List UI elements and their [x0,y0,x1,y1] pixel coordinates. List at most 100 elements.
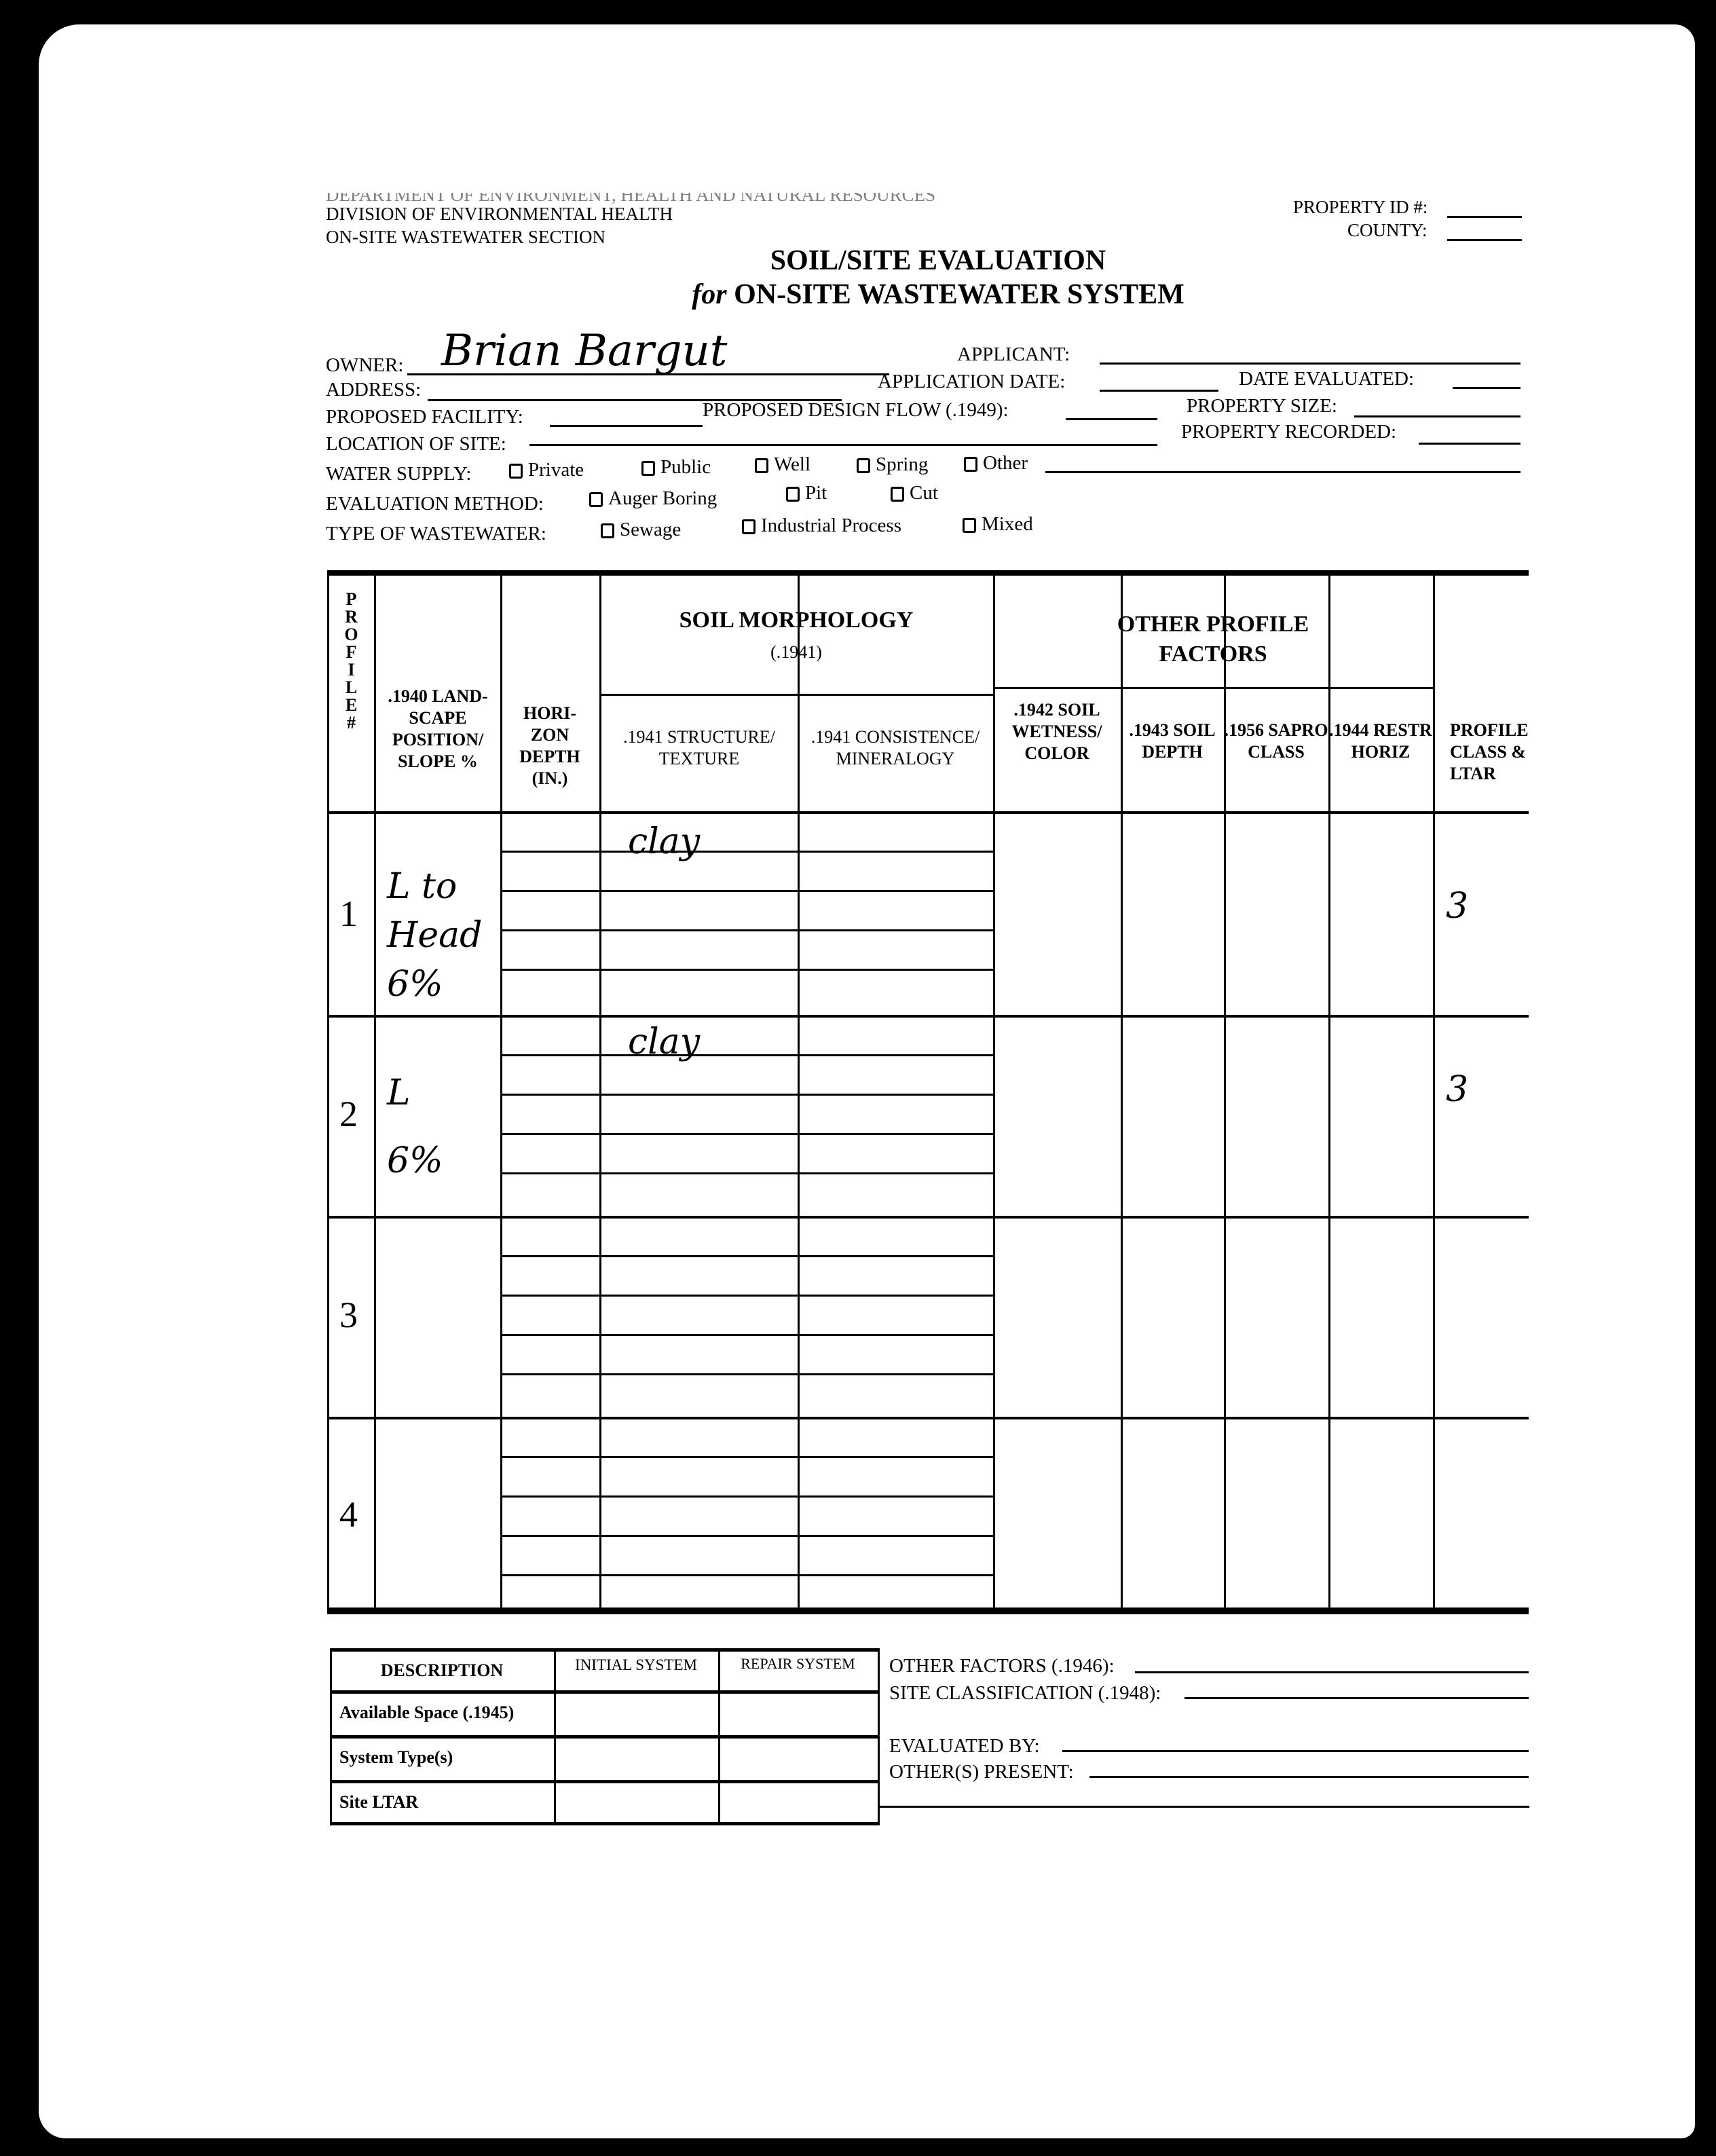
checkbox-sewage[interactable]: Sewage [601,519,681,541]
design-flow-field[interactable] [1066,418,1157,420]
date-evaluated-field[interactable] [1453,387,1521,389]
evaluation-method-label: EVALUATION METHOD: [326,493,544,515]
profile-number: 4 [339,1494,358,1535]
location-label: LOCATION OF SITE: [326,433,506,455]
column-divider [993,575,995,1610]
summary-bottom-border [330,1822,880,1825]
checkbox-well[interactable]: Well [755,453,810,476]
column-divider [1328,575,1330,1610]
horizon-line [500,1574,993,1576]
property-recorded-label: PROPERTY RECORDED: [1181,421,1397,443]
profile-row-divider [327,1216,1529,1219]
checkbox-auger-boring[interactable]: Auger Boring [589,487,717,510]
address-field[interactable] [428,399,842,401]
column-divider [327,575,329,1610]
consistence-header: .1941 CONSISTENCE/ MINERALOGY [810,727,980,768]
summary-row-divider [330,1690,880,1694]
column-divider [599,575,601,1610]
property-id-label: PROPERTY ID #: [1293,197,1428,217]
owner-label: OWNER: [326,354,404,376]
initial-system-header: INITIAL SYSTEM [575,1656,697,1673]
summary-top-border [330,1648,880,1652]
soil-morphology-header: SOIL MORPHOLOGY [679,608,914,633]
texture-entry: clay [628,1022,701,1062]
horizon-line [500,1334,993,1336]
wetness-header: .1942 SOIL WETNESS/ COLOR [1011,700,1102,763]
department-name: DEPARTMENT OF ENVIRONMENT, HEALTH AND NA… [326,185,936,205]
document-page [39,24,1695,2138]
profile-number: 3 [339,1295,358,1335]
water-supply-label: WATER SUPPLY: [326,463,472,485]
profile-number: 2 [339,1094,358,1134]
division-name: DIVISION OF ENVIRONMENTAL HEALTH [326,204,673,224]
checkbox-mixed[interactable]: Mixed [963,513,1033,536]
others-present-label: OTHER(S) PRESENT: [889,1761,1074,1783]
horizon-line [500,1054,993,1056]
horizon-line [500,1535,993,1537]
other-factors-label: OTHER FACTORS (.1946): [889,1655,1115,1677]
subtitle-prefix: for [692,279,727,310]
horizon-line [500,1255,993,1257]
column-divider [1433,575,1435,1610]
sapro-header: .1956 SAPRO CLASS [1224,720,1328,762]
other-water-supply-field[interactable] [1045,471,1521,473]
subheader-divider [993,687,1433,689]
property-size-field[interactable] [1354,415,1521,417]
horizon-line [500,1133,993,1135]
applicant-label: APPLICANT: [957,343,1070,365]
location-field[interactable] [529,444,1157,446]
checkbox-public[interactable]: Public [641,456,711,479]
checkbox-other[interactable]: Other [964,452,1028,475]
proposed-facility-field[interactable] [550,425,703,427]
horizon-line [500,1094,993,1096]
checkbox-spring[interactable]: Spring [857,453,928,476]
description-header: DESCRIPTION [380,1660,504,1680]
others-present-field[interactable] [1089,1776,1529,1778]
site-classification-field[interactable] [1185,1697,1529,1699]
profile-row-divider [327,811,1529,814]
summary-row-divider [330,1780,880,1783]
checkbox-private[interactable]: Private [509,459,584,481]
checkbox-cut[interactable]: Cut [891,482,938,504]
other-factors-field[interactable] [1135,1671,1529,1673]
column-divider [1224,575,1226,1610]
proposed-facility-label: PROPOSED FACILITY: [326,406,523,428]
profile-class-entry: 3 [1446,886,1469,927]
date-evaluated-label: DATE EVALUATED: [1239,368,1415,390]
applicant-field[interactable] [1100,363,1521,365]
design-flow-label: PROPOSED DESIGN FLOW (.1949): [703,399,1009,421]
horizon-line [500,851,993,853]
profile-row-divider [327,1417,1529,1419]
horizon-line [500,1295,993,1297]
column-divider [500,575,502,1610]
owner-field[interactable] [407,373,889,375]
profile-class-header: PROFILE CLASS & LTAR [1450,720,1529,783]
soil-depth-header: .1943 SOIL DEPTH [1129,720,1216,762]
landscape-entry: L to Head 6% [387,866,483,1005]
horizon-line [500,929,993,931]
application-date-field[interactable] [1100,390,1218,392]
other-factors-header: OTHER PROFILE FACTORS [1117,612,1309,667]
county-label: COUNTY: [1347,220,1428,240]
subtitle-text: ON-SITE WASTEWATER SYSTEM [734,279,1185,310]
property-recorded-field[interactable] [1419,443,1521,445]
summary-column-divider [554,1648,556,1823]
checkbox-pit[interactable]: Pit [786,482,827,504]
footer-rule [878,1806,1529,1808]
table-top-border [327,570,1529,576]
evaluated-by-label: EVALUATED BY: [889,1735,1040,1757]
column-divider [374,575,376,1610]
restr-header: .1944 RESTR HORIZ [1329,720,1432,762]
soil-morphology-code: (.1941) [770,642,822,662]
property-id-field[interactable] [1447,216,1522,218]
property-size-label: PROPERTY SIZE: [1187,395,1337,417]
county-field[interactable] [1447,239,1522,241]
subheader-divider [599,694,993,696]
address-label: ADDRESS: [326,379,422,401]
evaluated-by-field[interactable] [1062,1750,1529,1752]
summary-column-divider [878,1648,880,1823]
profile-header: P R O F I L E # [344,589,358,732]
texture-entry: clay [628,821,701,862]
wastewater-type-label: TYPE OF WASTEWATER: [326,523,546,544]
checkbox-industrial-process[interactable]: Industrial Process [742,515,901,537]
